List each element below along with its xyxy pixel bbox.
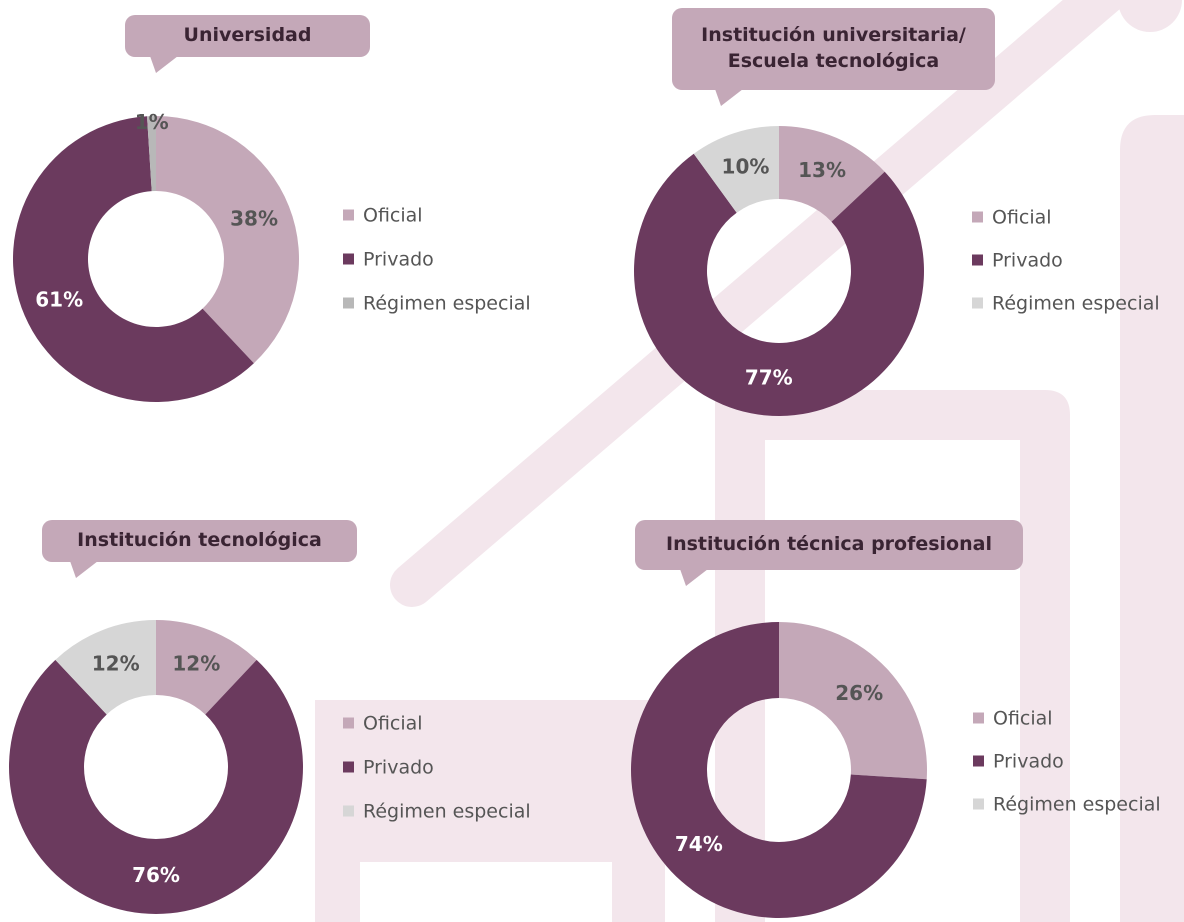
- legend-swatch: [973, 712, 984, 724]
- legend-label: Privado: [363, 757, 434, 779]
- legend-label: Régimen especial: [363, 293, 531, 315]
- legend-swatch: [973, 755, 984, 767]
- data-label: 10%: [722, 154, 770, 178]
- title-pointer: [715, 89, 743, 106]
- legend-swatch: [972, 297, 983, 309]
- data-label: 77%: [745, 366, 793, 390]
- donut-slice: [779, 622, 927, 780]
- donut-slice: [156, 620, 257, 715]
- donut-chart: 38% 61% 1% Oficial Privado Régimen especial: [13, 15, 531, 402]
- legend-swatch: [343, 253, 354, 265]
- donut-slice: [634, 153, 924, 416]
- chart-title: Institución universitaria/ Escuela tecno…: [701, 24, 966, 72]
- data-label: 1%: [135, 110, 169, 134]
- title-box: [635, 520, 1023, 570]
- donut-slice: [13, 116, 254, 402]
- legend-label: Oficial: [992, 207, 1052, 229]
- title-box: [42, 520, 357, 562]
- donut-chart: 13% 77% 10% Oficial Privado Régimen especial: [634, 8, 1160, 416]
- legend-swatch: [343, 297, 354, 309]
- legend-swatch: [973, 798, 984, 810]
- data-label: 74%: [675, 832, 723, 856]
- chart-title: Universidad: [183, 24, 312, 47]
- legend-swatch: [972, 211, 983, 223]
- data-label: 12%: [92, 652, 140, 676]
- legend-swatch: [343, 761, 354, 773]
- legend-label: Oficial: [363, 713, 423, 735]
- donut-slice: [9, 659, 304, 914]
- donut-slice: [693, 126, 779, 213]
- legend-swatch: [343, 209, 354, 221]
- donut-chart: 26% 74% Oficial Privado Régimen especial: [631, 520, 1161, 919]
- title-pointer: [70, 561, 98, 578]
- chart-title: Institución técnica profesional: [666, 533, 992, 556]
- legend-label: Régimen especial: [992, 293, 1160, 315]
- data-label: 26%: [835, 681, 883, 705]
- data-label: 76%: [132, 863, 180, 887]
- legend-label: Privado: [993, 751, 1064, 773]
- title-pointer: [680, 569, 708, 586]
- data-label: 13%: [798, 158, 846, 182]
- legend-swatch: [972, 254, 983, 266]
- chart-title: Institución tecnológica: [77, 529, 322, 552]
- data-label: 12%: [172, 652, 220, 676]
- data-label: 38%: [230, 207, 278, 231]
- donut-slice: [631, 622, 927, 919]
- title-box: [125, 15, 370, 57]
- legend-label: Privado: [363, 249, 434, 271]
- legend-label: Oficial: [993, 708, 1053, 730]
- data-label: 61%: [35, 287, 83, 311]
- legend-label: Privado: [992, 250, 1063, 272]
- title-pointer: [150, 56, 178, 73]
- donut-chart: 12% 76% 12% Oficial Privado Régimen especial: [9, 520, 531, 914]
- donut-slice: [55, 620, 156, 715]
- title-box: [672, 8, 995, 90]
- legend-swatch: [343, 717, 354, 729]
- legend-label: Oficial: [363, 205, 423, 227]
- donut-slice: [156, 116, 300, 364]
- legend-label: Régimen especial: [993, 794, 1161, 816]
- donut-slice: [779, 126, 885, 222]
- legend-swatch: [343, 805, 354, 817]
- donut-slice: [147, 116, 156, 192]
- legend-label: Régimen especial: [363, 801, 531, 823]
